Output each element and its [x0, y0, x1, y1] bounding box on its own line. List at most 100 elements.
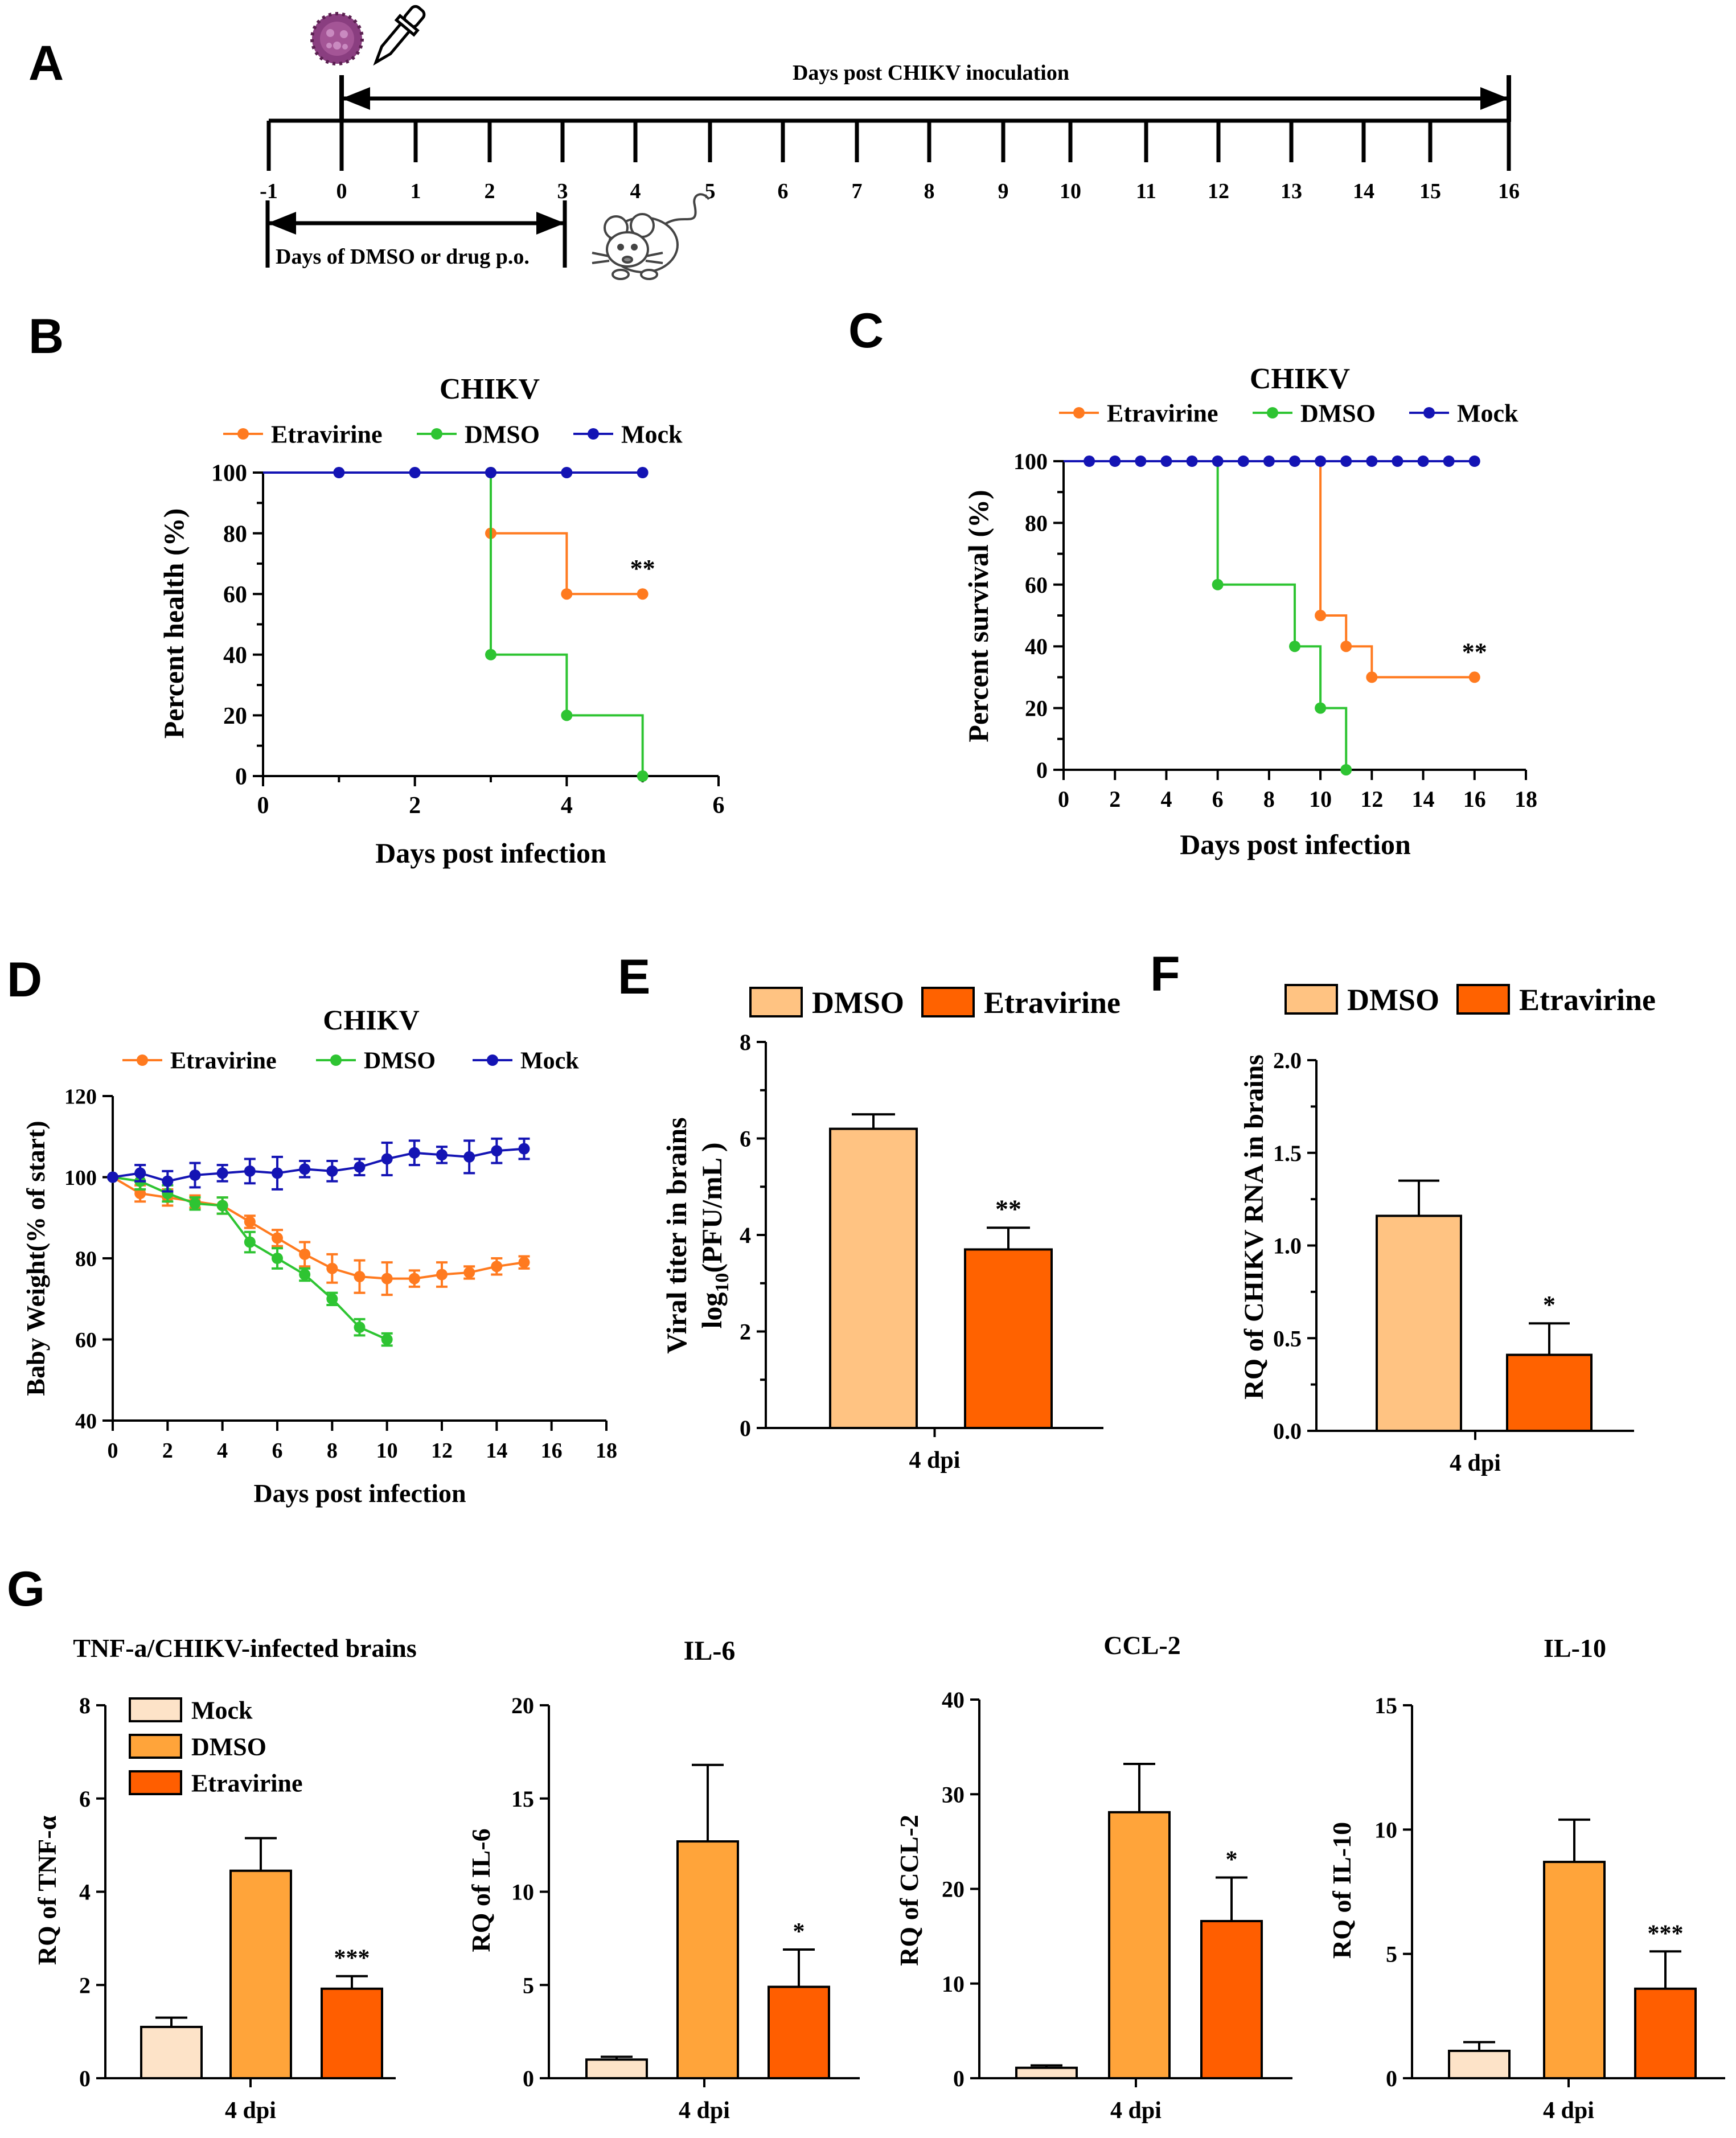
data-point-mock: [436, 1149, 448, 1161]
data-point-mock: [1160, 455, 1172, 467]
data-point-etravirine: [1366, 671, 1378, 683]
plot-area: 4 dpi 0 5 10 15 ***: [1374, 1693, 1725, 2124]
data-point-mock: [1237, 455, 1249, 467]
legend-label-dmso: DMSO: [1300, 399, 1376, 427]
x-tick-label: 6: [713, 793, 725, 819]
x-tick-label: 0: [108, 1439, 118, 1463]
y-axis-label-line2: log10(PFU/mL ): [696, 1142, 733, 1328]
panel-label-f: F: [1150, 947, 1180, 1002]
plot-area: 0 2 4 6 8 10 12 14 16 18 0 20 40 60 80 100 **: [1013, 449, 1537, 812]
data-point-mock: [518, 1143, 530, 1155]
panel-b-chart: B CHIKV Etravirine DMSO Mock 0 2 4 6020406080…: [28, 309, 725, 869]
bar-etravirine: [1506, 1353, 1593, 1432]
y-axis-label-line1: Viral titer in brains: [660, 1117, 692, 1353]
chart-title: CCL-2: [1103, 1631, 1180, 1660]
plot-area: 4 dpi 0 2 4 6 8 **: [740, 1029, 1103, 1474]
data-point-mock: [491, 1145, 503, 1157]
data-point-mock: [1468, 455, 1480, 467]
bar-etravirine: [1634, 1987, 1697, 2080]
significance-marker: *: [1543, 1291, 1556, 1319]
data-point-dmso: [485, 649, 496, 660]
y-tick-label: 100: [211, 461, 247, 487]
data-point-mock: [1212, 455, 1224, 467]
panel-g-ccl2-chart: CCL-2 4 dpi 0 10 20 30 40 * RQ of CCL-2: [894, 1631, 1292, 2124]
timeline-tick-label: 3: [557, 179, 568, 203]
data-point-mock: [1186, 455, 1198, 467]
x-tick-label: 8: [327, 1439, 338, 1463]
timeline-tick-label: 9: [998, 179, 1009, 203]
dropper-icon: [373, 5, 426, 66]
series-line-mock: [112, 1147, 524, 1183]
bar-mock: [585, 2058, 648, 2079]
y-tick-label: 0: [953, 2066, 965, 2091]
x-axis-label: Days post infection: [375, 837, 606, 869]
y-tick-label: 100: [64, 1166, 97, 1190]
y-tick-label: 5: [523, 1972, 534, 1998]
panel-g-il10-chart: IL-10 4 dpi 0 5 10 15 *** RQ of IL-10: [1327, 1634, 1725, 2124]
timeline-tick-label: 14: [1353, 179, 1374, 203]
data-point-etravirine: [561, 588, 573, 600]
mouse-icon: [592, 193, 710, 280]
data-point-mock: [244, 1165, 256, 1177]
y-axis-label: RQ of CCL-2: [894, 1815, 924, 1966]
panel-label-c: C: [848, 303, 884, 358]
legend-label-dmso: DMSO: [465, 420, 540, 448]
y-tick-label: 6: [79, 1786, 91, 1812]
data-point-etravirine: [491, 1261, 503, 1273]
data-point-dmso: [354, 1322, 366, 1333]
data-point-mock: [1289, 455, 1300, 467]
x-tick-label: 4: [561, 793, 573, 819]
y-tick-label: 0: [79, 2066, 91, 2091]
y-tick-label: 10: [511, 1880, 534, 1905]
data-point-dmso: [381, 1333, 393, 1345]
y-tick-label: 0.0: [1273, 1418, 1302, 1444]
legend-label-dmso: DMSO: [812, 986, 904, 1020]
y-tick-label: 2: [740, 1319, 751, 1345]
legend-label-dmso: DMSO: [191, 1733, 266, 1761]
chart-legend: Etravirine DMSO Mock: [1059, 399, 1519, 427]
data-point-dmso: [272, 1253, 283, 1264]
y-tick-label: 20: [223, 703, 247, 729]
timeline-tick-label: -1: [260, 179, 278, 203]
bar-dmso: [1543, 1861, 1606, 2080]
data-point-etravirine: [637, 588, 649, 600]
data-point-etravirine: [1468, 671, 1480, 683]
y-tick-label: 60: [223, 582, 247, 608]
bar-mock: [140, 2025, 203, 2079]
x-tick-label: 4 dpi: [1543, 2098, 1594, 2124]
y-axis-label: Percent health (%): [158, 508, 190, 739]
data-point-mock: [408, 1147, 420, 1159]
data-point-etravirine: [1340, 641, 1352, 653]
panel-label-g: G: [7, 1562, 45, 1616]
legend-label-etravirine: Etravirine: [1519, 983, 1656, 1017]
timeline-tick-label: 10: [1060, 179, 1081, 203]
x-tick-label: 12: [1360, 786, 1383, 812]
legend-swatch-dmso: [129, 1734, 182, 1759]
legend-marker-dmso: [330, 1054, 342, 1066]
y-tick-label: 15: [1374, 1693, 1397, 1718]
chart-legend: DMSO Etravirine: [749, 986, 1121, 1020]
series-line-etravirine: [1064, 460, 1475, 679]
data-point-mock: [333, 467, 345, 478]
y-tick-label: 40: [942, 1687, 965, 1713]
data-point-etravirine: [1315, 610, 1327, 621]
data-point-mock: [485, 467, 496, 478]
legend-marker-etravirine: [137, 1054, 148, 1066]
drug-arrow: [265, 200, 567, 268]
x-tick-label: 4 dpi: [909, 1447, 961, 1474]
timeline-ticks: -1 0 1 2 3 4 5 6 7 8 9 10 11 12 13 14 15 16: [260, 121, 1520, 203]
data-point-etravirine: [354, 1271, 366, 1283]
y-tick-label: 80: [1025, 510, 1048, 536]
data-point-dmso: [1289, 641, 1300, 653]
data-point-mock: [1135, 455, 1147, 467]
y-tick-label: 10: [1374, 1817, 1397, 1842]
data-point-mock: [1340, 455, 1352, 467]
x-tick-label: 18: [1515, 786, 1537, 812]
x-tick-label: 16: [1463, 786, 1486, 812]
legend-label-etravirine: Etravirine: [271, 420, 383, 448]
x-tick-label: 2: [409, 793, 421, 819]
significance-marker: **: [1462, 638, 1487, 666]
x-tick-label: 4: [1160, 786, 1172, 812]
series-line-dmso: [112, 1176, 388, 1341]
